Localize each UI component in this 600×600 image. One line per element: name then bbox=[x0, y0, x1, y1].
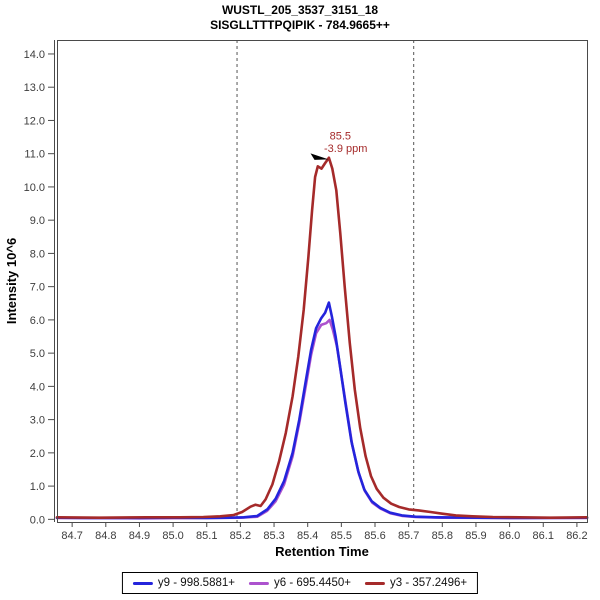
axis-ticks: 84.7 84.8 84.9 85.0 85.1 85.2 85.3 85.4 85.5 85.6… bbox=[24, 49, 588, 542]
x-tick-label: 86.2 bbox=[566, 530, 587, 542]
peak-apex-arrow-icon[interactable] bbox=[310, 153, 329, 160]
y-tick-label: 10.0 bbox=[24, 182, 45, 194]
peak-annotation-ppm[interactable]: -3.9 ppm bbox=[324, 143, 367, 155]
chart-title-replicate: WUSTL_205_3537_3151_18 bbox=[221, 3, 379, 17]
series-curve[interactable] bbox=[55, 156, 589, 520]
legend-item: y3 - 357.2496+ bbox=[365, 577, 467, 589]
legend-line-icon bbox=[365, 581, 386, 585]
legend-line-icon bbox=[248, 581, 269, 585]
y-tick-label: 6.0 bbox=[30, 315, 45, 327]
y-tick-label: 7.0 bbox=[30, 282, 45, 294]
x-tick-label: 85.8 bbox=[432, 530, 453, 542]
x-tick-label: 84.7 bbox=[61, 530, 82, 542]
y-tick-label: 4.0 bbox=[30, 381, 45, 393]
y-tick-label: 8.0 bbox=[30, 248, 45, 260]
x-axis-title: Retention Time bbox=[275, 544, 369, 559]
legend-line-icon bbox=[132, 581, 153, 585]
plot-border bbox=[57, 40, 588, 523]
x-tick-label: 85.2 bbox=[230, 530, 251, 542]
x-tick-label: 85.0 bbox=[162, 530, 183, 542]
legend-label: y6 - 695.4450+ bbox=[273, 577, 352, 589]
y-tick-label: 0.0 bbox=[30, 514, 45, 526]
chart-title-peptide: SISGLLTTTPQIPIK - 784.9665++ bbox=[210, 18, 390, 32]
y-tick-label: 14.0 bbox=[24, 49, 45, 61]
plot-frame bbox=[54, 40, 588, 523]
x-tick-label: 86.0 bbox=[499, 530, 520, 542]
x-tick-label: 85.9 bbox=[465, 530, 486, 542]
y-tick-label: 13.0 bbox=[24, 82, 45, 94]
x-tick-label: 85.4 bbox=[297, 530, 318, 542]
legend-label: y9 - 998.5881+ bbox=[157, 577, 235, 589]
y-tick-label: 5.0 bbox=[30, 348, 45, 360]
y-tick-label: 1.0 bbox=[30, 481, 45, 493]
x-tick-label: 85.7 bbox=[398, 530, 419, 542]
x-tick-label: 85.6 bbox=[364, 530, 385, 542]
y-tick-label: 9.0 bbox=[30, 215, 45, 227]
chart-title: WUSTL_205_3537_3151_18 SISGLLTTTPQIPIK -… bbox=[0, 3, 600, 33]
x-tick-label: 84.8 bbox=[95, 530, 116, 542]
x-tick-label: 85.1 bbox=[196, 530, 217, 542]
legend: y9 - 998.5881+ y6 - 695.4450+ y3 - 357.249… bbox=[121, 572, 479, 594]
chromatogram-curves[interactable] bbox=[55, 156, 589, 520]
y-tick-label: 2.0 bbox=[30, 448, 45, 460]
series-curve[interactable] bbox=[55, 318, 589, 520]
y-axis-title: Intensity 10^6 bbox=[4, 238, 19, 324]
legend-item: y9 - 998.5881+ bbox=[132, 577, 235, 589]
x-tick-label: 84.9 bbox=[129, 530, 150, 542]
legend-item: y6 - 695.4450+ bbox=[248, 577, 352, 589]
x-tick-label: 85.3 bbox=[263, 530, 284, 542]
series-curve[interactable] bbox=[55, 301, 589, 520]
y-tick-label: 12.0 bbox=[24, 115, 45, 127]
peak-annotation-rt[interactable]: 85.5 bbox=[330, 131, 351, 143]
legend-label: y3 - 357.2496+ bbox=[390, 577, 468, 589]
peak-boundary-lines[interactable] bbox=[236, 40, 415, 522]
x-tick-label: 85.5 bbox=[331, 530, 352, 542]
y-tick-label: 11.0 bbox=[24, 149, 45, 161]
x-tick-label: 86.1 bbox=[533, 530, 554, 542]
y-tick-label: 3.0 bbox=[30, 415, 45, 427]
